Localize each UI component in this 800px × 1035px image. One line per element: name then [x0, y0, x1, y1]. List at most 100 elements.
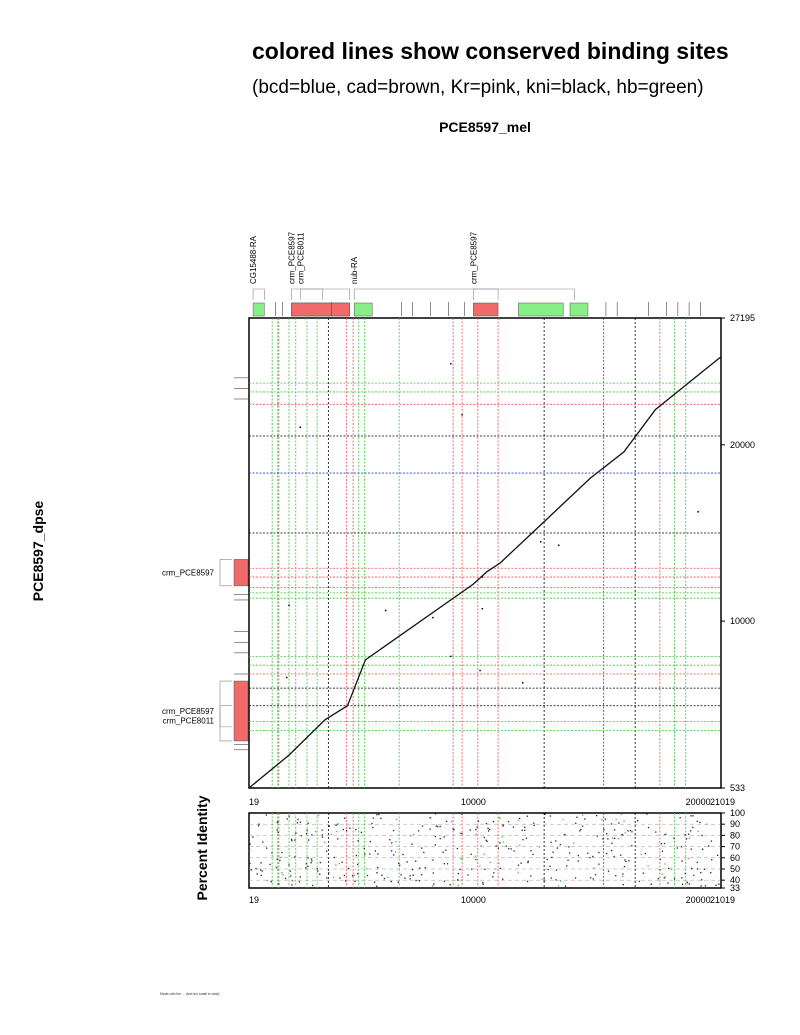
identity-point	[412, 874, 414, 876]
crm-block-x	[473, 302, 499, 317]
identity-point	[335, 864, 337, 866]
identity-point	[321, 836, 324, 838]
identity-point	[457, 879, 459, 881]
identity-point	[657, 877, 659, 880]
identity-point	[681, 883, 684, 885]
identity-point	[316, 868, 318, 870]
gene-label-x: crm_PCE8011	[296, 232, 305, 284]
identity-point	[492, 820, 495, 823]
identity-point	[353, 874, 355, 876]
identity-point	[574, 877, 577, 879]
identity-point	[409, 875, 411, 877]
identity-point	[693, 874, 695, 877]
identity-point	[606, 833, 608, 835]
identity-point	[286, 818, 288, 820]
identity-point	[663, 842, 666, 845]
identity-point	[477, 820, 480, 822]
identity-point	[499, 842, 501, 844]
identity-point	[622, 883, 624, 886]
identity-point	[459, 868, 461, 871]
identity-point	[487, 827, 489, 829]
identity-frame	[248, 812, 722, 889]
identity-point	[433, 883, 435, 885]
identity-point	[355, 829, 357, 831]
identity-point	[269, 863, 271, 866]
identity-point	[607, 838, 609, 840]
identity-point	[312, 884, 314, 887]
identity-point	[297, 818, 299, 821]
identity-point	[642, 872, 644, 874]
identity-point	[598, 851, 600, 854]
gene-label-x: crm_PCE8597	[469, 231, 478, 284]
identity-point	[288, 855, 291, 857]
identity-point	[443, 863, 446, 865]
identity-point	[692, 815, 694, 817]
identity-point	[520, 862, 522, 864]
identity-point	[524, 826, 526, 828]
identity-point	[700, 879, 703, 881]
identity-point	[502, 878, 504, 880]
identity-point	[418, 880, 420, 882]
identity-point	[336, 830, 338, 833]
identity-tick-label: 33	[730, 883, 740, 893]
identity-point	[679, 817, 681, 819]
identity-point	[290, 838, 293, 841]
identity-point	[549, 865, 551, 868]
alignment-dot	[539, 540, 542, 543]
identity-point	[363, 847, 365, 850]
identity-point	[488, 828, 491, 830]
identity-point	[351, 875, 354, 877]
y-tick-label: 10000	[730, 616, 755, 626]
identity-point	[374, 850, 377, 852]
identity-point	[298, 881, 301, 883]
identity-point	[568, 852, 571, 854]
identity-point	[295, 832, 297, 834]
footer-credit: Made with the ... (text too small to rea…	[160, 992, 220, 996]
identity-point	[281, 872, 283, 874]
identity-point	[250, 869, 252, 871]
identity-point	[260, 869, 262, 871]
identity-point	[483, 853, 485, 855]
identity-point	[482, 883, 484, 885]
alignment-dot	[449, 655, 452, 658]
exon-block	[353, 302, 373, 317]
identity-tick-label: 100	[730, 808, 745, 818]
identity-point	[383, 877, 386, 880]
identity-point	[629, 829, 632, 832]
identity-point	[646, 813, 648, 815]
identity-point	[611, 842, 613, 844]
identity-point	[615, 818, 617, 821]
identity-tick-label: 60	[730, 853, 740, 863]
identity-x-tick-label: 21019	[710, 895, 735, 905]
page-title: colored lines show conserved binding sit…	[252, 38, 729, 64]
identity-point	[593, 867, 595, 869]
identity-point	[621, 834, 624, 836]
identity-point	[493, 872, 495, 874]
identity-point	[620, 854, 622, 856]
identity-point	[552, 851, 554, 853]
identity-point	[706, 823, 708, 825]
identity-point	[522, 839, 524, 841]
identity-point	[404, 877, 406, 879]
identity-point	[411, 868, 414, 871]
identity-point	[249, 850, 251, 852]
identity-point	[261, 870, 263, 872]
identity-point	[445, 820, 448, 823]
identity-point	[409, 835, 411, 837]
identity-point	[310, 862, 312, 864]
identity-point	[664, 833, 666, 836]
identity-point	[659, 869, 661, 871]
identity-point	[485, 823, 488, 825]
identity-point	[376, 885, 378, 887]
crm-block-x	[291, 302, 350, 317]
identity-point	[376, 872, 378, 874]
identity-point	[445, 849, 447, 851]
identity-point	[344, 880, 347, 882]
identity-point	[282, 874, 284, 876]
identity-tick-label: 50	[730, 864, 740, 874]
identity-point	[326, 877, 328, 879]
identity-point	[661, 873, 663, 875]
identity-point	[381, 874, 383, 876]
identity-point	[592, 878, 594, 880]
identity-point	[343, 874, 346, 877]
